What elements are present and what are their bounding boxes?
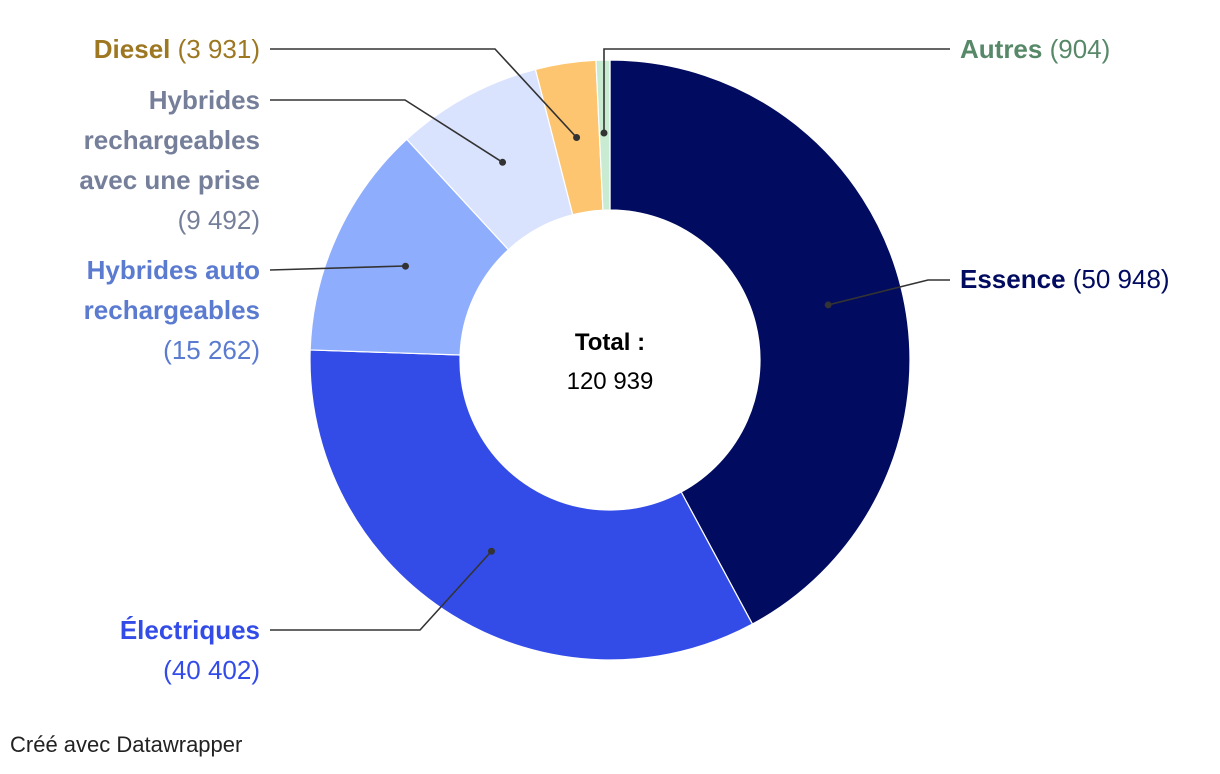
slice-labels: Essence (50 948) Électriques (40 402) Hybri… xyxy=(79,34,1169,685)
label-name-hybrides_prise: avec une prise xyxy=(79,165,260,195)
center-label-title: Total : xyxy=(575,329,645,356)
leader-dot-essence xyxy=(824,301,832,309)
leader-dot-hybrides_auto xyxy=(401,262,409,270)
label-name-hybrides_auto: Hybrides auto xyxy=(87,255,260,285)
label-name-diesel: Diesel (3 931) xyxy=(94,34,260,64)
label-name-essence: Essence (50 948) xyxy=(960,264,1170,294)
label-name-hybrides_auto: rechargeables xyxy=(84,295,260,325)
label-name-hybrides_prise: Hybrides xyxy=(149,85,260,115)
label-count-essence: (50 948) xyxy=(1066,264,1170,294)
leader-dot-hybrides_prise xyxy=(499,158,507,166)
label-essence: Essence (50 948) xyxy=(960,264,1170,294)
label-name-electriques: Électriques xyxy=(120,615,260,645)
label-name-hybrides_prise: rechargeables xyxy=(84,125,260,155)
label-count-hybrides_auto: (15 262) xyxy=(163,335,260,365)
label-count-electriques: (40 402) xyxy=(163,655,260,685)
label-hybrides_prise: Hybrides rechargeables avec une prise (9 49… xyxy=(79,85,260,235)
label-hybrides_auto: Hybrides auto rechargeables (15 262) xyxy=(84,255,260,365)
leader-dot-diesel xyxy=(573,133,581,141)
leader-line-autres xyxy=(603,48,950,133)
slice-essence xyxy=(609,59,911,625)
center-label: Total : 120 939 xyxy=(567,329,654,395)
label-count-autres: (904) xyxy=(1042,34,1110,64)
label-autres: Autres (904) xyxy=(960,34,1110,64)
leader-lines xyxy=(269,48,950,631)
label-electriques: Électriques (40 402) xyxy=(120,615,260,685)
slice-electriques xyxy=(309,349,754,661)
donut-slices xyxy=(309,59,911,661)
credit-text: Créé avec Datawrapper xyxy=(10,732,243,757)
leader-line-essence xyxy=(827,279,950,306)
leader-line-diesel xyxy=(270,48,578,139)
leader-dot-autres xyxy=(600,129,608,137)
label-count-diesel: (3 931) xyxy=(170,34,260,64)
leader-dot-electriques xyxy=(487,547,495,555)
leader-line-electriques xyxy=(270,550,493,631)
label-count-hybrides_prise: (9 492) xyxy=(178,205,260,235)
leader-line-hybrides_prise xyxy=(270,99,504,163)
center-label-value: 120 939 xyxy=(567,368,654,395)
label-name-autres: Autres (904) xyxy=(960,34,1110,64)
slice-hybrides_auto xyxy=(309,138,510,356)
label-diesel: Diesel (3 931) xyxy=(94,34,260,64)
